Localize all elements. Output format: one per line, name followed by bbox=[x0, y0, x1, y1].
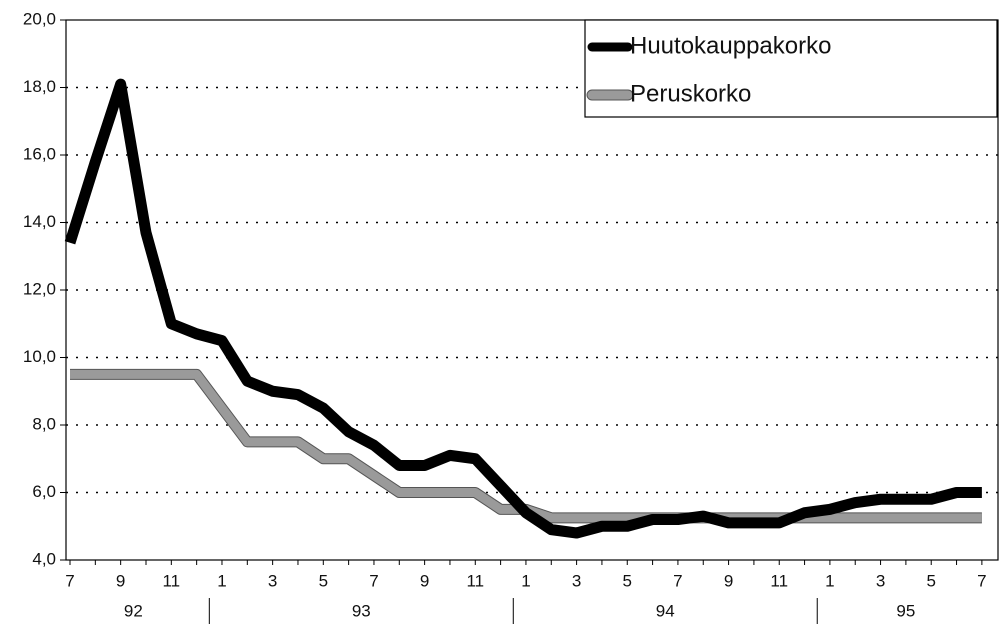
year-label: 92 bbox=[124, 601, 143, 620]
x-tick-label: 1 bbox=[521, 571, 530, 590]
x-tick-label: 7 bbox=[65, 571, 74, 590]
y-tick-label: 20,0 bbox=[23, 9, 56, 28]
year-label: 93 bbox=[352, 601, 371, 620]
x-tick-label: 11 bbox=[162, 571, 180, 590]
plot-frame bbox=[65, 19, 999, 561]
x-tick-label: 3 bbox=[268, 571, 277, 590]
y-tick-label: 14,0 bbox=[23, 212, 56, 231]
legend-label: Huutokauppakorko bbox=[630, 32, 831, 59]
x-tick-label: 3 bbox=[876, 571, 885, 590]
x-tick-label: 5 bbox=[623, 571, 632, 590]
legend-label: Peruskorko bbox=[630, 80, 751, 107]
x-tick-label: 5 bbox=[926, 571, 935, 590]
x-tick-label: 9 bbox=[724, 571, 733, 590]
y-tick-label: 8,0 bbox=[32, 414, 56, 433]
x-tick-label: 7 bbox=[977, 571, 986, 590]
y-tick-label: 6,0 bbox=[32, 482, 56, 501]
y-tick-label: 16,0 bbox=[23, 144, 56, 163]
y-tick-label: 12,0 bbox=[23, 279, 56, 298]
y-tick-label: 18,0 bbox=[23, 77, 56, 96]
x-tick-label: 11 bbox=[466, 571, 484, 590]
x-tick-label: 5 bbox=[319, 571, 328, 590]
x-tick-label: 9 bbox=[116, 571, 125, 590]
legend: Huutokauppakorko Peruskorko bbox=[584, 19, 998, 118]
x-tick-label: 7 bbox=[369, 571, 378, 590]
x-tick-label: 9 bbox=[420, 571, 429, 590]
year-label: 95 bbox=[896, 601, 915, 620]
legend-box bbox=[584, 19, 998, 118]
y-tick-label: 10,0 bbox=[23, 347, 56, 366]
x-tick-label: 7 bbox=[673, 571, 682, 590]
x-tick-label: 11 bbox=[770, 571, 788, 590]
x-tick-label: 1 bbox=[217, 571, 226, 590]
x-tick-label: 1 bbox=[825, 571, 834, 590]
year-label: 94 bbox=[656, 601, 675, 620]
series-line-outline bbox=[70, 368, 982, 524]
series-line bbox=[64, 78, 982, 539]
x-tick-label: 3 bbox=[572, 571, 581, 590]
y-tick-label: 4,0 bbox=[32, 549, 56, 568]
